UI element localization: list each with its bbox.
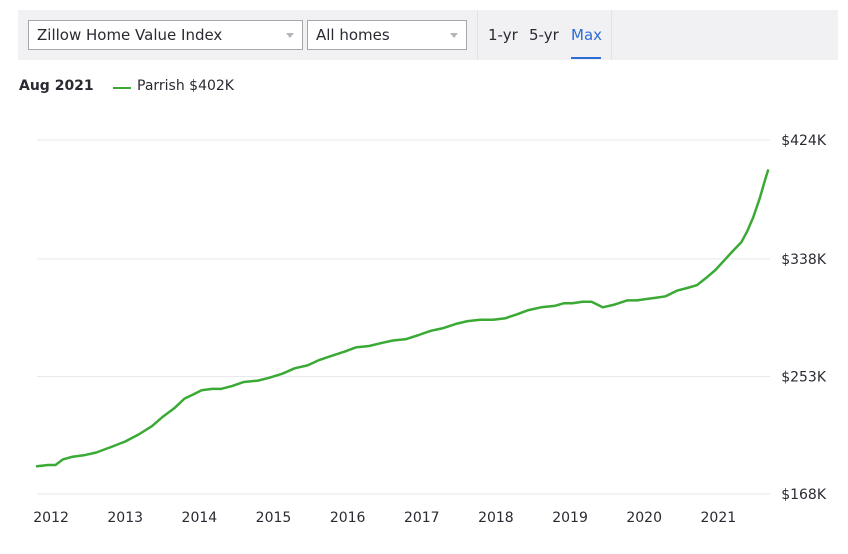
home-type-select-value: All homes — [316, 26, 390, 44]
y-tick-label: $424K — [781, 133, 827, 149]
metric-select[interactable]: Zillow Home Value Index — [28, 20, 303, 50]
x-tick-label: 2021 — [701, 510, 737, 526]
y-tick-label: $253K — [781, 369, 827, 385]
x-tick-label: 2017 — [404, 510, 440, 526]
series-line-parrish — [35, 169, 770, 468]
x-tick-label: 2018 — [478, 510, 514, 526]
legend-date: Aug 2021 — [19, 78, 94, 94]
home-type-select[interactable]: All homes — [307, 20, 467, 50]
chart-toolbar: Zillow Home Value Index All homes 1-yr 5… — [18, 10, 838, 60]
x-tick-label: 2015 — [256, 510, 292, 526]
chevron-down-icon — [450, 33, 458, 38]
active-tab-indicator — [571, 57, 601, 59]
legend-swatch — [113, 87, 131, 89]
y-tick-label: $168K — [781, 487, 827, 503]
x-tick-label: 2012 — [33, 510, 69, 526]
x-tick-label: 2016 — [330, 510, 366, 526]
y-tick-label: $338K — [781, 252, 827, 268]
legend-series-label: Parrish $402K — [137, 78, 234, 94]
tab-5-yr[interactable]: 5-yr — [529, 26, 559, 44]
metric-select-value: Zillow Home Value Index — [37, 26, 223, 44]
tab-max[interactable]: Max — [571, 26, 603, 44]
time-range-tabs: 1-yr 5-yr Max — [477, 10, 612, 60]
x-tick-label: 2013 — [107, 510, 143, 526]
x-tick-label: 2019 — [552, 510, 588, 526]
chevron-down-icon — [286, 33, 294, 38]
tab-1-yr[interactable]: 1-yr — [488, 26, 518, 44]
x-tick-label: 2020 — [626, 510, 662, 526]
x-tick-label: 2014 — [182, 510, 218, 526]
